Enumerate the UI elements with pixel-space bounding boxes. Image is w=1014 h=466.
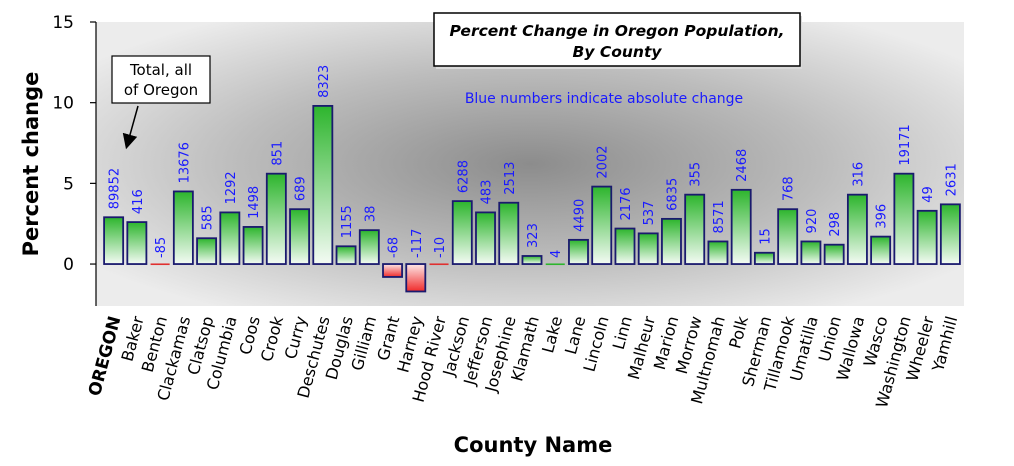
data-label: 1498 bbox=[247, 186, 262, 219]
bar bbox=[614, 227, 636, 265]
chart-annotation: Blue numbers indicate absolute change bbox=[465, 91, 743, 107]
data-label: 89852 bbox=[108, 168, 123, 209]
data-label: -10 bbox=[433, 237, 448, 258]
callout-arrow bbox=[122, 105, 139, 150]
bar bbox=[405, 263, 427, 293]
bar bbox=[126, 221, 148, 265]
bar bbox=[312, 105, 334, 265]
bar bbox=[196, 237, 218, 265]
data-label: 6288 bbox=[456, 160, 471, 193]
bar bbox=[172, 190, 194, 265]
data-label: -117 bbox=[410, 229, 425, 259]
data-label: 38 bbox=[363, 206, 378, 223]
data-label: 851 bbox=[270, 141, 285, 166]
y-tick-label: 0 bbox=[63, 255, 74, 275]
bar bbox=[730, 188, 752, 265]
data-label: 4490 bbox=[572, 199, 587, 232]
data-label: 19171 bbox=[898, 124, 913, 165]
bar bbox=[265, 172, 287, 265]
data-label: 483 bbox=[480, 180, 495, 205]
bar bbox=[498, 201, 520, 265]
bar bbox=[335, 245, 357, 265]
chart-title-line-1: Percent Change in Oregon Population, bbox=[449, 22, 784, 40]
bar bbox=[800, 240, 822, 265]
data-label: 416 bbox=[131, 189, 146, 214]
bar bbox=[684, 193, 706, 265]
bar bbox=[150, 263, 170, 266]
bar bbox=[545, 263, 565, 266]
bar bbox=[103, 216, 125, 265]
data-label: 2468 bbox=[735, 149, 750, 182]
data-label: 323 bbox=[526, 223, 541, 248]
data-label: 6835 bbox=[665, 178, 680, 211]
data-label: 8323 bbox=[317, 65, 332, 98]
bar bbox=[637, 232, 659, 265]
category-labels: OREGONBakerBentonClackamasClatsopColumbi… bbox=[85, 313, 961, 409]
bar bbox=[568, 238, 589, 265]
y-axis-ticks: 0 5 10 15 bbox=[52, 13, 96, 275]
data-label: 13676 bbox=[177, 142, 192, 183]
bar bbox=[870, 235, 892, 265]
bar bbox=[661, 217, 682, 265]
data-label: 298 bbox=[828, 212, 843, 237]
bar bbox=[521, 255, 543, 265]
bar bbox=[939, 203, 961, 265]
data-label: 8571 bbox=[712, 200, 727, 233]
callout-line-1: Total, all bbox=[129, 61, 192, 79]
data-label: 316 bbox=[851, 162, 866, 187]
y-axis-title: Percent change bbox=[19, 72, 43, 257]
data-label: -85 bbox=[154, 237, 169, 258]
data-label: 396 bbox=[875, 204, 890, 229]
chart-title-box: Percent Change in Oregon Population, By … bbox=[433, 12, 802, 69]
y-tick-label: 10 bbox=[52, 94, 74, 114]
bar bbox=[429, 263, 449, 266]
data-label: 1292 bbox=[224, 171, 239, 204]
bar bbox=[846, 193, 868, 265]
data-label: 2002 bbox=[596, 145, 611, 178]
bar bbox=[823, 243, 845, 265]
data-label: 768 bbox=[782, 176, 797, 201]
bar bbox=[358, 229, 380, 265]
y-tick-label: 15 bbox=[52, 13, 74, 33]
bar bbox=[893, 172, 915, 265]
bar bbox=[289, 208, 310, 265]
bar bbox=[916, 209, 938, 265]
bar bbox=[475, 211, 496, 265]
bar bbox=[382, 263, 403, 278]
data-label: 689 bbox=[294, 176, 309, 201]
data-label: 585 bbox=[201, 205, 216, 230]
x-axis-title: County Name bbox=[454, 433, 613, 457]
bar bbox=[777, 208, 799, 265]
data-label: 49 bbox=[921, 186, 936, 203]
bar bbox=[219, 211, 241, 265]
data-label: 2631 bbox=[944, 163, 959, 196]
data-label: 1155 bbox=[340, 205, 355, 238]
callout-oregon-total: Total, all of Oregon bbox=[111, 55, 211, 150]
bar bbox=[707, 240, 729, 265]
bar bbox=[242, 226, 264, 265]
data-label: -68 bbox=[387, 237, 402, 258]
data-label: 2176 bbox=[619, 187, 634, 220]
bar bbox=[754, 251, 775, 265]
data-label: 355 bbox=[689, 162, 704, 187]
bar-series bbox=[103, 105, 961, 293]
data-label: 4 bbox=[549, 250, 564, 258]
y-tick-label: 5 bbox=[63, 174, 74, 194]
data-label: 2513 bbox=[503, 162, 518, 195]
data-label: 537 bbox=[642, 201, 657, 226]
bar bbox=[591, 185, 613, 265]
bar bbox=[451, 200, 473, 265]
chart-title-line-2: By County bbox=[573, 43, 663, 61]
data-labels: 89852 416 -85 13676 585 1292 1498 851 689 8323 115… bbox=[108, 65, 960, 258]
data-label: 15 bbox=[758, 228, 773, 245]
data-label: 920 bbox=[805, 209, 820, 234]
callout-line-2: of Oregon bbox=[124, 81, 198, 99]
